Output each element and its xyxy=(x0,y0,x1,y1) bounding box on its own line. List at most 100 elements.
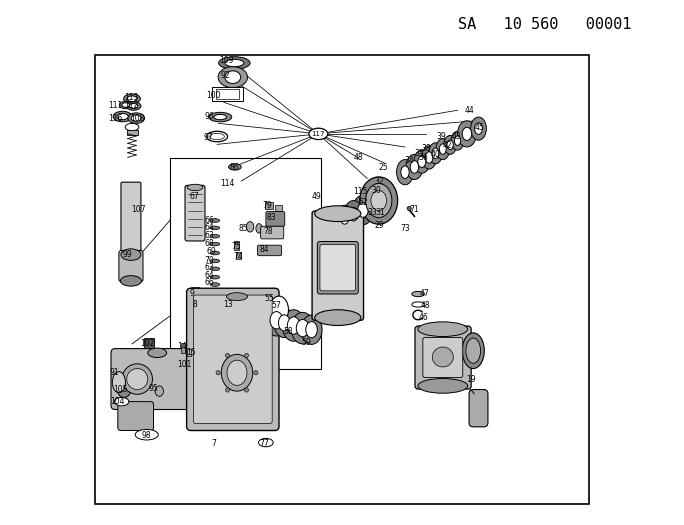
Text: 44: 44 xyxy=(464,106,474,115)
Text: 104: 104 xyxy=(110,397,124,406)
FancyBboxPatch shape xyxy=(415,326,471,389)
Ellipse shape xyxy=(418,379,468,393)
FancyBboxPatch shape xyxy=(423,338,463,377)
Ellipse shape xyxy=(352,195,373,225)
Ellipse shape xyxy=(113,111,132,122)
Ellipse shape xyxy=(227,360,247,385)
Ellipse shape xyxy=(444,135,456,154)
Ellipse shape xyxy=(121,249,141,260)
Ellipse shape xyxy=(148,348,167,358)
Ellipse shape xyxy=(366,183,392,217)
FancyBboxPatch shape xyxy=(111,349,201,410)
Text: 75: 75 xyxy=(231,242,241,251)
Ellipse shape xyxy=(296,319,309,337)
Ellipse shape xyxy=(131,115,141,121)
Text: 35: 35 xyxy=(415,149,425,158)
Ellipse shape xyxy=(122,364,153,394)
Text: 15: 15 xyxy=(187,348,196,358)
Text: 114: 114 xyxy=(220,179,235,188)
Ellipse shape xyxy=(210,243,220,246)
Text: 14: 14 xyxy=(178,342,187,351)
Ellipse shape xyxy=(117,113,128,120)
Ellipse shape xyxy=(410,161,419,173)
Ellipse shape xyxy=(210,234,220,238)
Ellipse shape xyxy=(418,322,468,337)
Text: 86: 86 xyxy=(230,163,239,173)
FancyBboxPatch shape xyxy=(121,182,141,256)
Ellipse shape xyxy=(216,371,220,375)
Ellipse shape xyxy=(246,222,254,232)
FancyBboxPatch shape xyxy=(261,226,284,239)
Ellipse shape xyxy=(274,308,295,338)
Ellipse shape xyxy=(256,224,262,233)
Text: SA   10 560   00001: SA 10 560 00001 xyxy=(458,17,631,32)
Bar xyxy=(192,295,200,302)
Ellipse shape xyxy=(278,315,290,331)
FancyBboxPatch shape xyxy=(119,250,143,282)
Text: 8: 8 xyxy=(193,300,198,309)
Text: 48: 48 xyxy=(354,153,364,162)
Text: 115: 115 xyxy=(353,187,367,196)
Ellipse shape xyxy=(214,114,226,120)
Bar xyxy=(144,338,154,348)
Ellipse shape xyxy=(315,310,361,326)
Text: 78: 78 xyxy=(264,226,274,236)
Text: 52: 52 xyxy=(358,197,368,207)
Ellipse shape xyxy=(358,203,368,217)
Text: 92: 92 xyxy=(221,71,231,80)
Ellipse shape xyxy=(228,164,241,170)
Text: 108: 108 xyxy=(130,113,144,123)
Text: 30: 30 xyxy=(371,185,381,195)
Ellipse shape xyxy=(301,315,322,344)
Ellipse shape xyxy=(429,143,443,164)
Ellipse shape xyxy=(218,67,248,88)
Text: 102: 102 xyxy=(141,339,155,349)
Ellipse shape xyxy=(209,112,232,122)
Ellipse shape xyxy=(475,123,482,134)
Text: 107: 107 xyxy=(131,205,146,215)
Ellipse shape xyxy=(412,291,425,297)
Ellipse shape xyxy=(129,103,138,109)
Ellipse shape xyxy=(210,259,220,263)
Text: 66: 66 xyxy=(205,216,215,225)
Ellipse shape xyxy=(244,353,248,358)
Text: 112: 112 xyxy=(124,100,138,110)
FancyBboxPatch shape xyxy=(194,295,272,424)
Ellipse shape xyxy=(127,96,137,101)
Ellipse shape xyxy=(210,251,220,255)
Text: 95: 95 xyxy=(148,384,158,393)
Text: 36: 36 xyxy=(418,153,428,162)
Text: 9: 9 xyxy=(190,289,195,299)
Ellipse shape xyxy=(439,144,446,154)
Ellipse shape xyxy=(451,131,464,150)
Ellipse shape xyxy=(225,71,241,83)
Ellipse shape xyxy=(425,152,433,163)
FancyBboxPatch shape xyxy=(257,245,282,256)
Ellipse shape xyxy=(401,166,409,179)
Ellipse shape xyxy=(259,438,273,447)
Ellipse shape xyxy=(422,146,436,169)
Text: 74: 74 xyxy=(233,251,243,261)
Ellipse shape xyxy=(122,103,129,107)
Ellipse shape xyxy=(407,206,411,211)
Ellipse shape xyxy=(270,312,282,329)
Ellipse shape xyxy=(220,300,233,306)
Ellipse shape xyxy=(309,128,328,140)
Ellipse shape xyxy=(414,150,430,173)
Ellipse shape xyxy=(112,372,125,393)
Ellipse shape xyxy=(466,338,481,363)
Text: 25: 25 xyxy=(378,163,388,173)
Ellipse shape xyxy=(118,385,131,397)
Text: 40: 40 xyxy=(430,150,440,160)
Ellipse shape xyxy=(225,59,244,67)
Ellipse shape xyxy=(210,133,224,140)
Ellipse shape xyxy=(127,369,148,390)
Text: 105: 105 xyxy=(113,385,128,394)
Ellipse shape xyxy=(127,102,141,110)
Ellipse shape xyxy=(260,300,279,328)
Text: 63: 63 xyxy=(205,263,215,272)
Text: 116: 116 xyxy=(108,113,122,123)
Text: 29: 29 xyxy=(375,221,384,230)
Bar xyxy=(275,205,282,211)
Text: 59: 59 xyxy=(302,338,311,347)
